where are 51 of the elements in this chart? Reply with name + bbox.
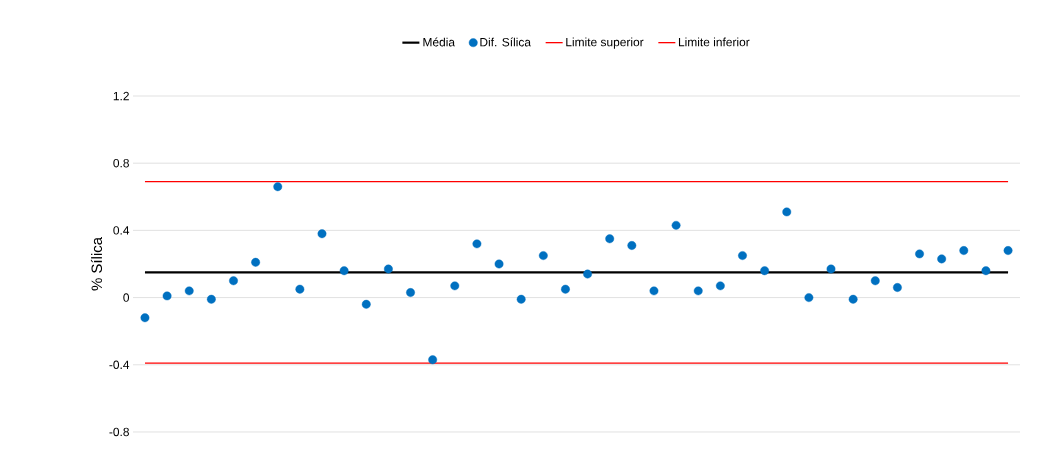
- point: [981, 266, 991, 276]
- point: [140, 313, 150, 323]
- y-axis-title: % Sílica: [90, 237, 103, 291]
- legend-label: Limite inferior: [678, 37, 750, 47]
- point: [826, 264, 836, 274]
- point: [317, 229, 327, 239]
- point: [538, 251, 548, 260]
- point: [339, 266, 349, 276]
- point: [561, 284, 570, 294]
- legend-label: Limite superior: [566, 37, 644, 49]
- y-tick-label: 1.2: [113, 91, 129, 101]
- point: [295, 284, 305, 294]
- point: [937, 254, 947, 264]
- point: [273, 182, 283, 192]
- point: [649, 286, 659, 296]
- point: [848, 294, 858, 304]
- point: [162, 291, 172, 301]
- point: [472, 239, 482, 249]
- point: [251, 257, 261, 267]
- point: [804, 293, 814, 302]
- legend-label: Média: [423, 37, 456, 47]
- point: [450, 281, 460, 291]
- point: [627, 241, 637, 250]
- point: [384, 264, 393, 274]
- point: [760, 266, 770, 276]
- point: [361, 299, 371, 309]
- point: [693, 286, 703, 296]
- point: [915, 249, 924, 259]
- point: [959, 246, 969, 255]
- y-tick-label: 0.4: [113, 226, 130, 235]
- point: [605, 234, 615, 244]
- point: [893, 283, 902, 292]
- y-tick-label: 0: [123, 293, 130, 302]
- point: [583, 269, 592, 279]
- point: [715, 281, 725, 291]
- point: [494, 259, 504, 269]
- point: [738, 251, 747, 260]
- y-tick-label: -0.4: [109, 360, 130, 370]
- point: [870, 276, 880, 286]
- point: [1003, 246, 1013, 255]
- point: [428, 355, 438, 365]
- point: [671, 220, 681, 230]
- y-tick-label: 0.8: [113, 158, 129, 168]
- legend-label: Dif. Sílica: [480, 37, 531, 47]
- point: [206, 294, 216, 304]
- point: [406, 288, 415, 297]
- point: [184, 286, 194, 296]
- y-tick-label: -0.8: [109, 427, 129, 437]
- point: [516, 294, 526, 304]
- point: [782, 207, 792, 217]
- point: [229, 276, 238, 286]
